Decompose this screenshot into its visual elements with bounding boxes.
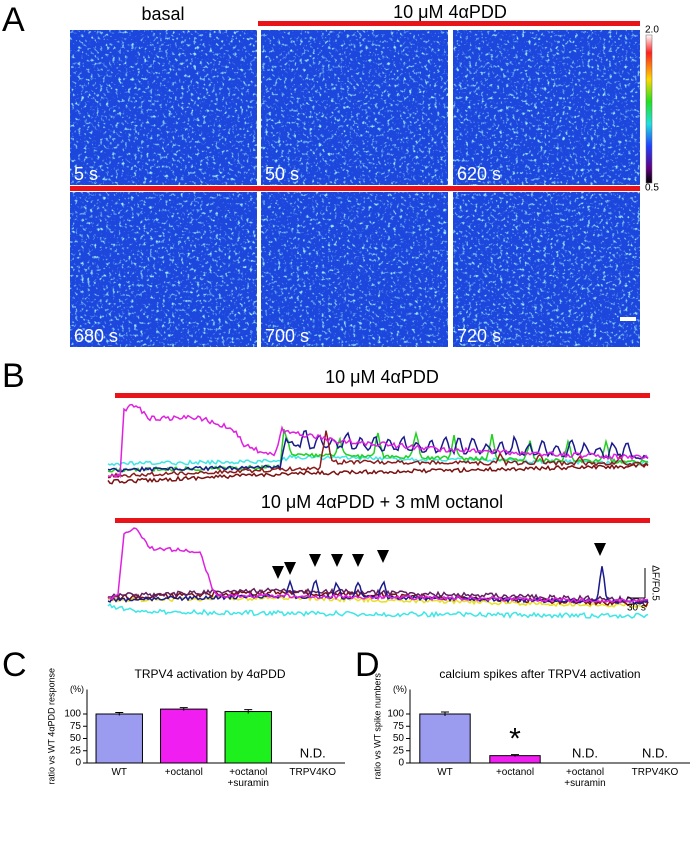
y-tick-label: 0 [75,758,81,769]
treatment-bar [70,186,640,191]
micrograph-texture [70,192,257,347]
significance-marker: * [509,723,521,756]
x-tick-label: +octanol +suramin [564,767,606,789]
x-tick-label: WT [437,767,453,778]
arrowhead [331,554,343,567]
x-tick-label: +octanol [164,767,203,778]
bar [224,711,272,764]
treatment-bar [115,393,650,398]
chart-title: calcium spikes after TRPV4 activation [439,667,640,681]
scale-bar [620,317,636,321]
timestamp: 720 s [457,326,501,346]
value-label: N.D. [572,745,598,760]
bar [419,713,471,764]
timestamp: 680 s [74,326,118,346]
y-tick-label: 50 [70,733,82,744]
scale-label: 30 s [627,603,646,614]
y-axis-label: ratio vs WT 4αPDD response [46,668,56,785]
treatment-bar [115,518,650,523]
x-tick-label: TRPV4KO [289,767,337,778]
x-tick-label: TRPV4KO [631,767,679,778]
panel-label: B [2,357,25,395]
x-tick-label: +octanol +suramin [227,767,269,789]
trace [107,403,649,479]
micrograph-texture [453,30,640,185]
timestamp: 700 s [265,326,309,346]
y-tick-label: 25 [393,745,405,756]
y-tick-label: 0 [398,758,404,769]
traces [107,403,649,620]
bar [489,755,541,764]
colorbar-label: 2.0 [645,25,659,36]
arrowhead [284,562,296,575]
chart-title: TRPV4 activation by 4αPDD [135,667,286,681]
trace-title: 10 μM 4αPDD [325,367,439,387]
y-tick-label: 25 [70,745,82,756]
panel-label: D [355,646,380,684]
panel-label: C [2,646,27,684]
y-tick-label: 75 [70,721,82,732]
arrowhead [272,566,284,579]
trace [107,463,649,485]
timestamp: 50 s [265,164,299,184]
scale-label: ΔF/F0.5 [649,565,660,601]
condition-label: 10 μM 4αPDD [393,2,507,22]
micrograph-texture [70,30,257,185]
trace [107,428,649,473]
arrowhead [377,550,389,563]
image-grid: 5 s 50 s 620 s 680 s 700 s 720 s [70,30,640,347]
y-tick-label: 50 [393,733,405,744]
y-tick-label: 100 [387,709,404,720]
error-bar [179,707,188,711]
arrowhead [594,543,606,556]
trace [107,603,649,620]
x-tick-label: +octanol [495,767,535,778]
y-unit: (%) [393,684,407,694]
micrograph-texture [453,192,640,347]
panel-label: A [2,1,25,39]
micrograph-texture [261,30,448,185]
timestamp: 5 s [74,164,98,184]
y-tick-label: 100 [64,709,81,720]
arrowheads [272,543,606,579]
value-label: N.D. [300,745,326,760]
value-label: N.D. [642,745,668,760]
trace [107,430,649,479]
x-tick-label: WT [111,767,128,778]
error-bar [441,711,449,716]
treatment-bar [258,21,640,26]
error-bar [115,712,124,716]
bar [95,713,143,764]
arrowhead [352,554,364,567]
bar [160,708,208,764]
micrograph-texture [261,192,448,347]
y-tick-label: 75 [393,721,405,732]
trace [107,527,649,604]
y-axis-label: ratio vs WT spike numbers [372,673,382,780]
error-bar [244,709,253,714]
timestamp: 620 s [457,164,501,184]
trace-title: 10 μM 4αPDD + 3 mM octanol [261,492,503,512]
colorbar [645,34,653,184]
y-unit: (%) [70,684,84,694]
colorbar-label: 0.5 [645,183,659,194]
arrowhead [309,554,321,567]
error-bar [511,754,519,757]
condition-label: basal [141,4,184,24]
